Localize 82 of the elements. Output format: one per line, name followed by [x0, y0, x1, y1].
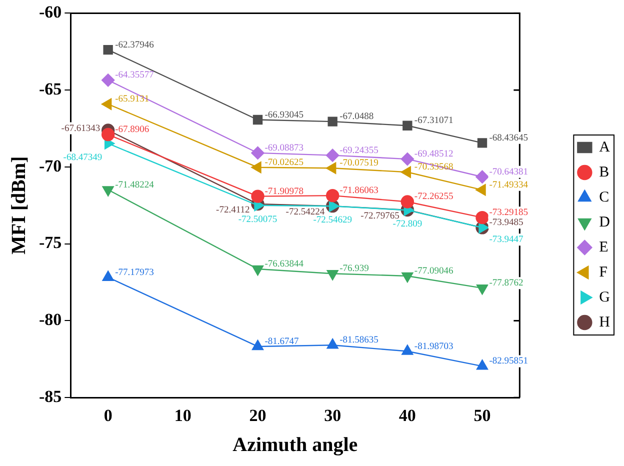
x-tick-label: 30 [324, 406, 342, 426]
point [477, 138, 488, 148]
x-tick-label: 0 [104, 406, 112, 426]
data-label: -69.24355 [340, 146, 379, 156]
y-tick-label: -60 [38, 2, 62, 22]
data-label: -68.47349 [63, 152, 102, 163]
point [251, 146, 264, 160]
point [476, 170, 489, 184]
data-label: -73.9447 [489, 235, 524, 246]
point [326, 188, 340, 202]
data-label: -71.90978 [264, 186, 304, 197]
data-label: -77.09046 [414, 266, 454, 276]
data-label: -76.63844 [264, 260, 304, 270]
y-tick-label: -80 [38, 310, 62, 330]
data-label: -71.86063 [340, 186, 379, 196]
data-label: -67.61343 [61, 124, 100, 134]
y-tick-label: -65 [38, 79, 62, 98]
data-label: -71.49334 [489, 180, 528, 190]
y-tick-label: -85 [38, 386, 62, 406]
point [328, 200, 340, 212]
point [103, 44, 113, 55]
data-label: -72.50075 [238, 214, 278, 225]
point [252, 340, 264, 350]
data-label: -67.8906 [115, 125, 150, 136]
y-tick-label: -75 [38, 233, 62, 252]
data-label: -77.8762 [489, 278, 524, 289]
legend-label: G [599, 289, 610, 306]
data-label: -77.17973 [115, 268, 154, 278]
data-label: -72.79765 [360, 211, 400, 222]
legend-label: H [599, 314, 610, 330]
data-label: -72.809 [392, 220, 422, 230]
y-axis-title: MFI [dBm] [8, 156, 30, 255]
data-label: -70.02625 [264, 158, 304, 168]
data-label: -65.9131 [115, 94, 150, 105]
point [252, 114, 263, 125]
point [400, 195, 414, 208]
x-tick-label: 40 [398, 406, 416, 426]
point [101, 128, 115, 142]
data-label: -76.939 [340, 264, 370, 274]
legend-label: B [599, 164, 610, 180]
y-tick-label: -70 [38, 156, 62, 176]
point [476, 210, 489, 224]
legend-label: F [599, 264, 608, 280]
point [326, 148, 340, 162]
data-label: -71.48224 [115, 180, 154, 190]
data-label: -72.4112 [216, 206, 250, 216]
x-tick-label: 20 [249, 406, 266, 426]
data-label: -73.29185 [489, 208, 528, 218]
data-label: -67.0488 [340, 112, 374, 122]
data-label: -64.35577 [115, 70, 154, 81]
data-label: -72.26255 [414, 192, 454, 202]
x-tick-label: 10 [174, 406, 192, 426]
x-axis-title: Azimuth angle [232, 434, 358, 456]
data-label: -70.07519 [340, 158, 379, 169]
data-label: -73.9485 [489, 218, 524, 228]
point [326, 338, 338, 349]
data-label: -68.43645 [489, 133, 528, 144]
legend-label: C [599, 189, 610, 206]
point [402, 120, 412, 130]
point [102, 270, 114, 281]
data-label: -67.31071 [414, 116, 454, 126]
legend-label: D [599, 214, 610, 230]
data-label: -70.64381 [489, 167, 528, 178]
data-label: -72.54629 [313, 216, 352, 226]
data-label: -66.93045 [264, 110, 304, 120]
point [476, 360, 488, 370]
legend-label: A [599, 139, 610, 156]
data-label: -62.37946 [115, 40, 154, 50]
point [402, 344, 414, 355]
data-label: -81.58635 [340, 336, 379, 346]
point [251, 190, 264, 203]
point [478, 222, 489, 234]
point [101, 74, 115, 87]
legend-label: E [599, 239, 608, 256]
point [400, 152, 414, 166]
data-label: -82.95851 [489, 356, 528, 367]
point [328, 116, 338, 126]
data-label: -69.08873 [264, 143, 304, 154]
data-label: -81.98703 [414, 342, 454, 352]
data-label: -69.48512 [414, 150, 454, 160]
data-label: -81.6747 [264, 336, 300, 347]
x-tick-label: 50 [474, 406, 491, 426]
